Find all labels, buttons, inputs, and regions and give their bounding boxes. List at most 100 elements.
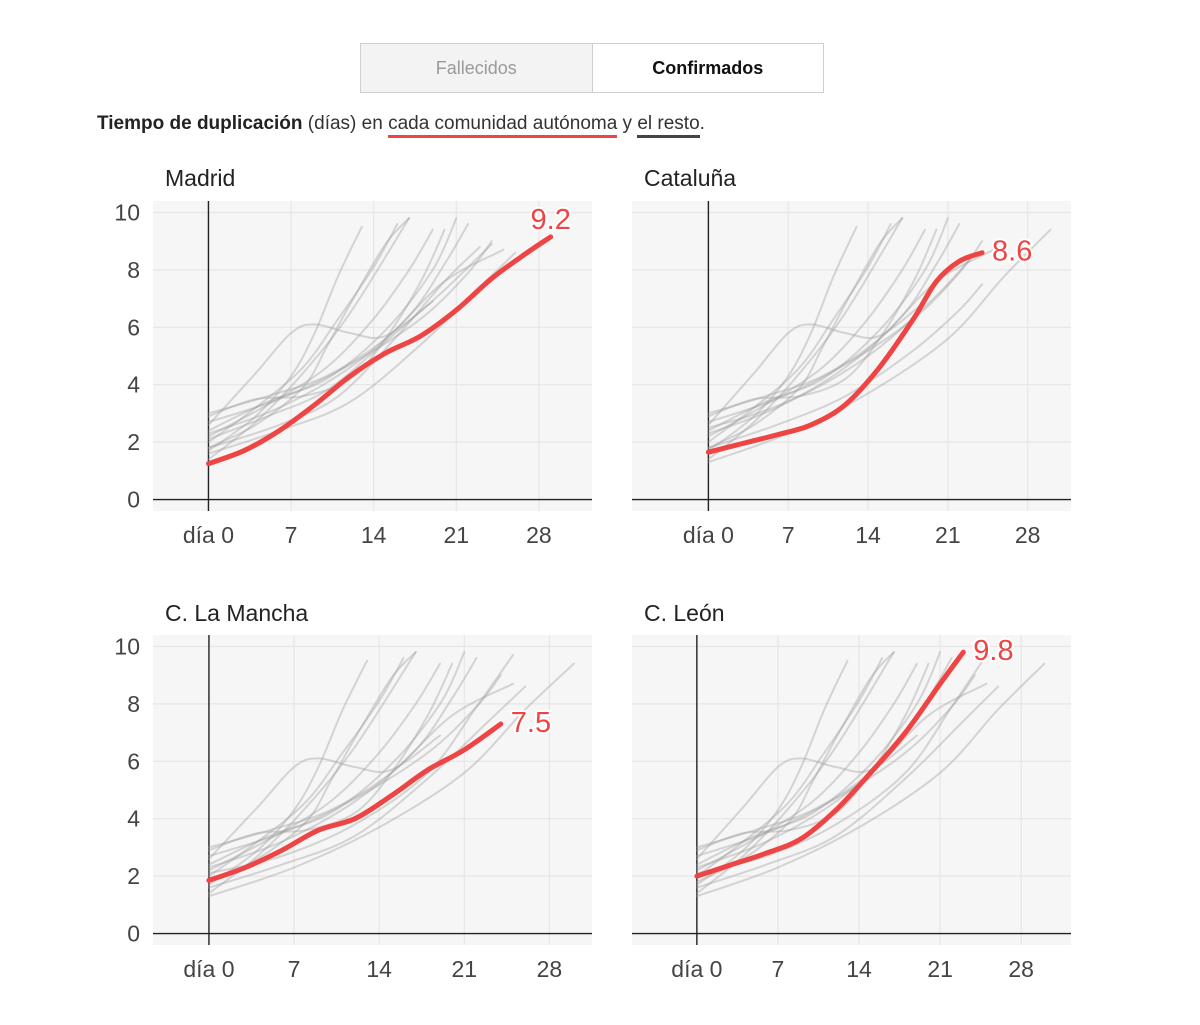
x-tick-label: 14 (366, 956, 392, 982)
other-region-line (207, 217, 411, 449)
subtitle-bold: Tiempo de duplicación (97, 113, 303, 134)
highlight-value-label: 9.2 (531, 204, 571, 236)
y-tick-label: 4 (127, 806, 140, 832)
y-tick-label: 10 (114, 633, 140, 659)
other-region-line (207, 654, 514, 875)
other-region-line (207, 240, 493, 423)
tab-confirmados[interactable]: Confirmados (592, 44, 823, 92)
chart-panel-2: 7.5 C. La Mancha día 0 7 14 21 28 0 2 4 6 8 10 (114, 600, 592, 982)
chart-panel-0: 9.2 Madrid día 0 7 14 21 28 0 2 4 6 8 10 (114, 165, 592, 548)
other-region-line (207, 674, 502, 857)
other-region-line (207, 682, 514, 849)
other-region-line (207, 223, 399, 444)
other-region-line (707, 223, 961, 435)
other-region-line (707, 217, 904, 449)
highlight-line (694, 649, 966, 879)
legend-highlight-label: cada comunidad autónoma (388, 113, 618, 138)
other-region-line (207, 685, 527, 889)
chart-panel-3: 9.8 C. León día 0 7 14 21 28 (632, 600, 1071, 982)
x-tick-label: 7 (288, 956, 301, 982)
y-tick-label: 10 (114, 199, 140, 225)
other-region-line (207, 651, 466, 866)
other-region-line (207, 223, 470, 435)
x-tick-label: 28 (1008, 956, 1034, 982)
x-tick-label: 14 (846, 956, 872, 982)
x-tick-label: 7 (285, 522, 298, 548)
y-tick-label: 0 (127, 487, 140, 513)
chart-subtitle: Tiempo de duplicación (días) en cada com… (97, 113, 705, 138)
x-tick-label: 14 (855, 522, 881, 548)
x-tick-label: día 0 (183, 522, 234, 548)
panel-title: Cataluña (644, 165, 736, 191)
panel-title: C. La Mancha (165, 600, 308, 626)
highlight-line (206, 721, 504, 883)
other-region-line (707, 228, 938, 418)
other-region-line (707, 228, 926, 438)
chart-panel-1: 8.6 Cataluña día 0 7 14 21 28 (632, 165, 1071, 548)
other-region-line (207, 662, 454, 852)
y-tick-label: 2 (127, 863, 140, 889)
other-region-line (695, 657, 884, 878)
other-region-line (695, 662, 918, 872)
metric-tabs: Fallecidos Confirmados (360, 43, 824, 93)
x-tick-label: 28 (1015, 522, 1041, 548)
tab-fallecidos[interactable]: Fallecidos (361, 44, 593, 92)
other-region-line (207, 662, 441, 872)
x-tick-label: día 0 (683, 522, 734, 548)
x-tick-label: 21 (443, 522, 469, 548)
highlight-line (705, 250, 985, 455)
subtitle-text-3: . (699, 113, 705, 134)
x-tick-label: 28 (526, 522, 552, 548)
highlight-line (206, 234, 554, 467)
y-tick-label: 6 (127, 748, 140, 774)
other-region-line (207, 245, 481, 449)
other-region-line (207, 225, 363, 452)
other-region-line (207, 243, 493, 441)
other-region-line (207, 657, 405, 878)
other-region-line (707, 217, 949, 432)
other-region-line (707, 217, 904, 461)
other-region-line (707, 225, 858, 452)
plot-background (632, 201, 1071, 511)
other-region-line (695, 685, 999, 889)
other-region-line (207, 734, 441, 860)
other-region-line (207, 217, 458, 432)
highlight-value-label: 8.6 (992, 236, 1032, 268)
other-region-line (695, 682, 988, 849)
y-tick-label: 4 (127, 372, 140, 398)
y-tick-label: 8 (127, 257, 140, 283)
plot-background (632, 635, 1071, 945)
x-tick-label: 21 (927, 956, 953, 982)
other-region-line (207, 651, 417, 883)
other-region-line (695, 662, 1046, 898)
other-region-line (207, 300, 434, 426)
x-tick-label: 14 (361, 522, 387, 548)
panel-title: C. León (644, 600, 725, 626)
x-tick-label: 21 (935, 522, 961, 548)
other-region-line (695, 651, 942, 866)
other-region-line (707, 228, 1052, 464)
highlight-value-label: 9.8 (973, 635, 1013, 667)
x-tick-label: 21 (452, 956, 478, 982)
other-region-line (207, 659, 368, 886)
x-tick-label: día 0 (183, 956, 234, 982)
other-region-line (707, 300, 926, 426)
other-region-line (707, 283, 984, 449)
other-region-line (207, 662, 575, 898)
other-region-line (207, 657, 478, 869)
y-tick-label: 8 (127, 691, 140, 717)
other-region-line (707, 240, 984, 423)
highlight-value-label: 7.5 (511, 707, 551, 739)
x-tick-label: 28 (537, 956, 563, 982)
y-tick-label: 0 (127, 921, 140, 947)
other-region-line (207, 217, 411, 461)
subtitle-text-2: y (617, 113, 638, 134)
legend-others-label: el resto (637, 113, 700, 138)
other-region-line (695, 659, 849, 886)
subtitle-text-1: (días) en (302, 113, 389, 134)
other-region-line (707, 223, 892, 444)
y-tick-label: 6 (127, 314, 140, 340)
other-region-line (707, 257, 972, 429)
other-region-line (695, 654, 988, 875)
x-tick-label: día 0 (671, 956, 722, 982)
